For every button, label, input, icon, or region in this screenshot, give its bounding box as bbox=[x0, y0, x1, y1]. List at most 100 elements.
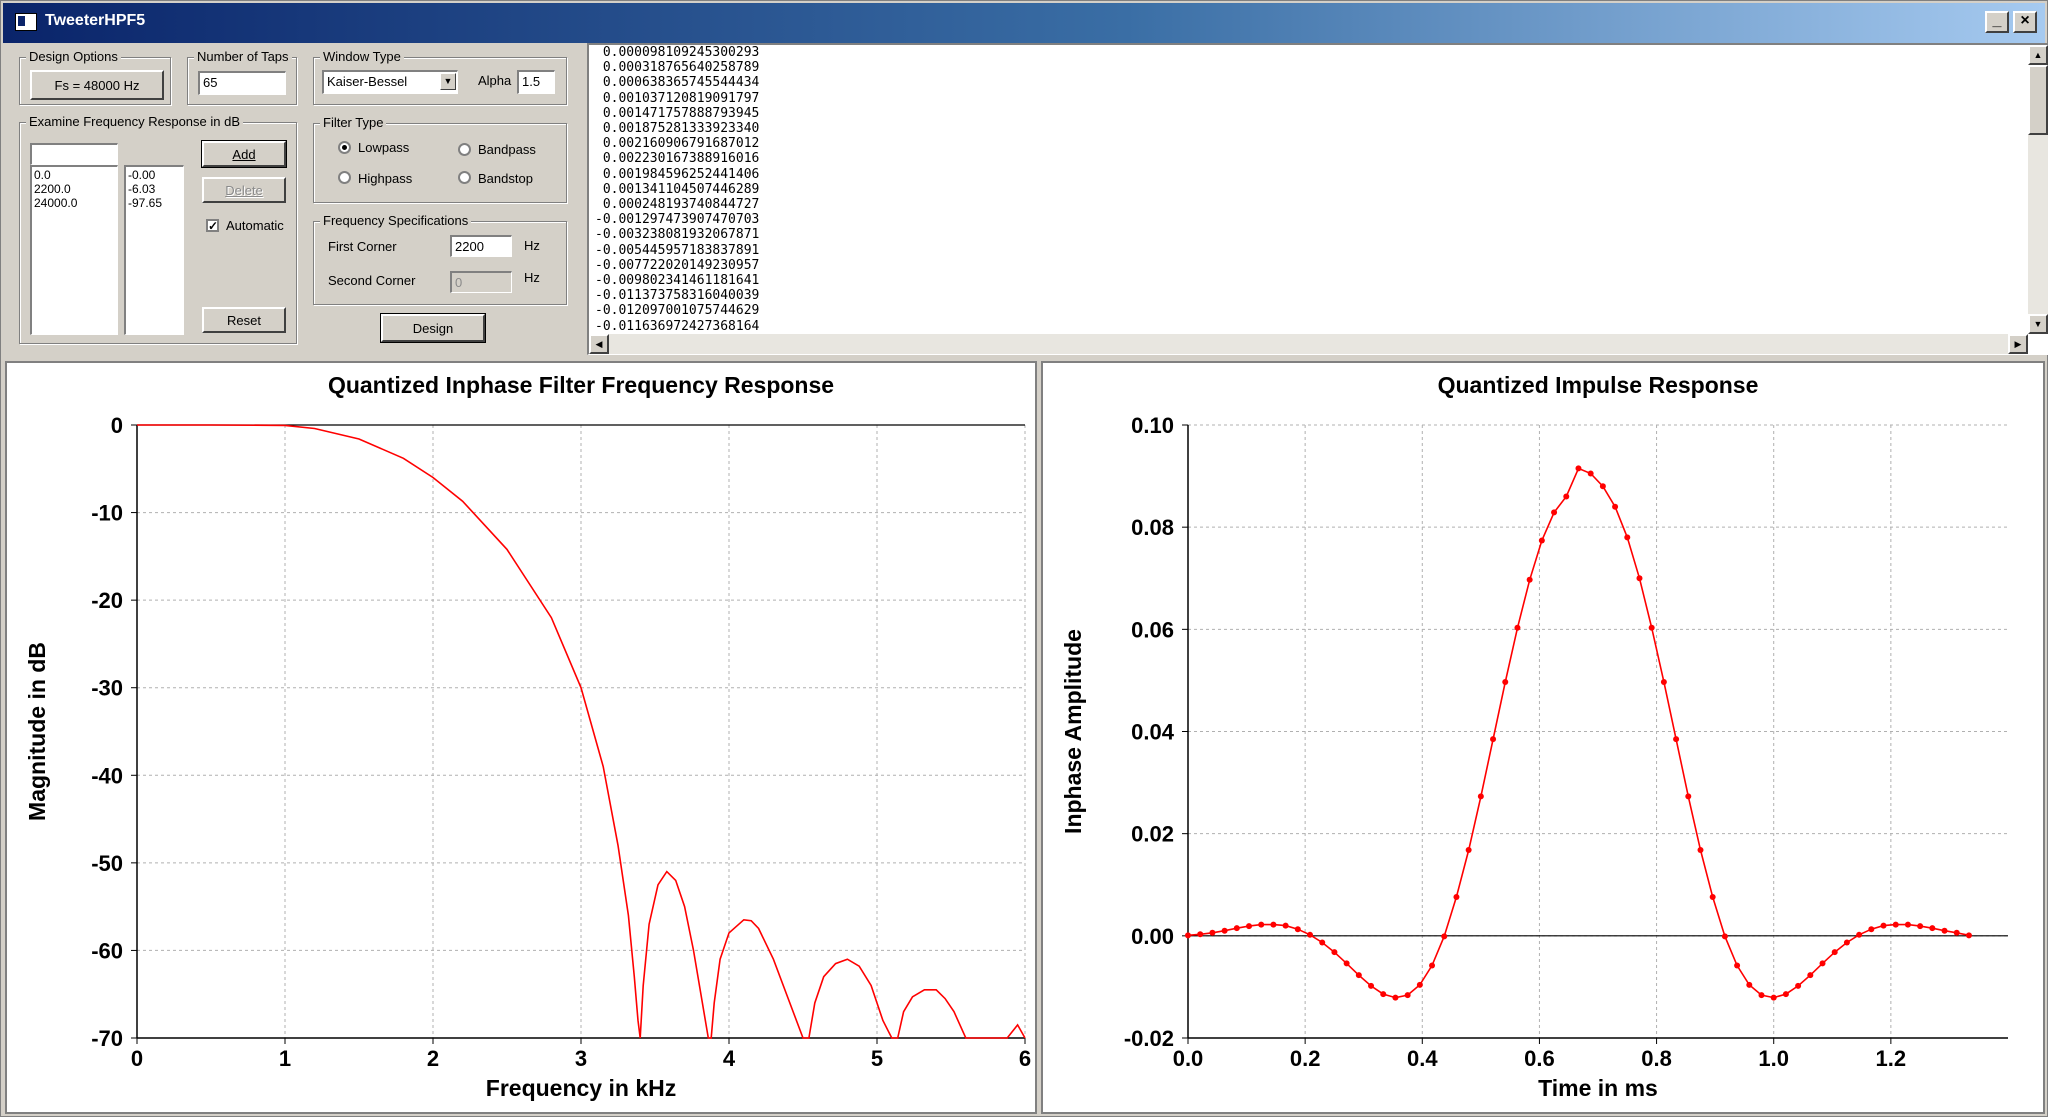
filter-type-label: Filter Type bbox=[320, 115, 387, 130]
lowpass-radio[interactable] bbox=[338, 141, 351, 154]
alpha-input[interactable]: 1.5 bbox=[517, 70, 555, 94]
data-point bbox=[1246, 923, 1253, 930]
vertical-scrollbar[interactable]: ▲ ▼ bbox=[2028, 45, 2048, 334]
list-item[interactable]: -0.00 bbox=[128, 168, 156, 182]
second-corner-input[interactable]: 0 bbox=[450, 271, 512, 293]
coefficient-list[interactable]: 0.000098109245300293 0.00031876564025878… bbox=[587, 43, 2048, 355]
first-corner-input[interactable]: 2200 bbox=[450, 235, 512, 257]
scroll-up-icon[interactable]: ▲ bbox=[2028, 45, 2048, 65]
data-point bbox=[1404, 992, 1411, 999]
data-point bbox=[1453, 894, 1460, 901]
filter-type-group: Filter Type Lowpass Bandpass Highpass Ba… bbox=[313, 115, 567, 203]
data-point bbox=[1917, 923, 1924, 930]
frequency-list[interactable]: 0.0 2200.0 24000.0 bbox=[30, 165, 118, 335]
fs-button[interactable]: Fs = 48000 Hz bbox=[30, 70, 164, 100]
data-point bbox=[1282, 922, 1289, 929]
data-point bbox=[1770, 994, 1777, 1001]
scroll-thumb[interactable] bbox=[2028, 65, 2048, 135]
x-tick-label: 0.8 bbox=[1641, 1046, 1672, 1071]
reset-button[interactable]: Reset bbox=[202, 307, 286, 333]
coefficient-row: 0.001037120819091797 bbox=[595, 90, 760, 106]
data-point bbox=[1782, 991, 1789, 998]
bandpass-radio[interactable] bbox=[458, 143, 471, 156]
design-button[interactable]: Design bbox=[380, 313, 486, 343]
coefficient-row: -0.005445957183837891 bbox=[595, 242, 760, 258]
y-tick-label: -60 bbox=[91, 938, 123, 963]
data-point bbox=[1233, 925, 1240, 932]
data-point bbox=[1416, 981, 1423, 988]
coefficient-row: -0.001297473907470703 bbox=[595, 212, 760, 228]
x-tick-label: 1.0 bbox=[1758, 1046, 1789, 1071]
coefficient-row: -0.003238081932067871 bbox=[595, 227, 760, 243]
data-point bbox=[1819, 960, 1826, 967]
scroll-left-icon[interactable]: ◀ bbox=[589, 334, 609, 354]
data-point bbox=[1538, 537, 1545, 544]
y-axis-label: Inphase Amplitude bbox=[1060, 629, 1086, 834]
window-title: TweeterHPF5 bbox=[45, 12, 146, 29]
x-tick-label: 6 bbox=[1019, 1046, 1031, 1071]
add-button[interactable]: Add bbox=[201, 140, 287, 168]
second-corner-label: Second Corner bbox=[328, 273, 416, 288]
list-item[interactable]: -97.65 bbox=[128, 196, 163, 210]
x-tick-label: 0.0 bbox=[1173, 1046, 1204, 1071]
list-item[interactable]: -6.03 bbox=[128, 182, 156, 196]
highpass-label: Highpass bbox=[358, 171, 413, 186]
title-bar[interactable]: TweeterHPF5 _ × bbox=[3, 3, 2045, 43]
examine-label: Examine Frequency Response in dB bbox=[26, 114, 244, 129]
y-axis-label: Magnitude in dB bbox=[24, 642, 50, 821]
magnitude-list[interactable]: -0.00 -6.03 -97.65 bbox=[124, 165, 184, 335]
bandstop-radio[interactable] bbox=[458, 171, 471, 184]
data-point bbox=[1490, 736, 1497, 743]
design-options-group: Design Options Fs = 48000 Hz bbox=[19, 49, 171, 105]
data-point bbox=[1551, 509, 1558, 516]
data-point bbox=[1563, 493, 1570, 500]
data-point bbox=[1599, 483, 1606, 490]
app-icon[interactable] bbox=[15, 13, 37, 31]
data-point bbox=[1221, 927, 1228, 934]
taps-input[interactable]: 65 bbox=[198, 71, 286, 95]
data-point bbox=[1795, 982, 1802, 989]
data-point bbox=[1721, 933, 1728, 940]
x-tick-label: 0 bbox=[131, 1046, 143, 1071]
automatic-checkbox[interactable]: ✓ bbox=[206, 219, 219, 233]
chevron-down-icon[interactable]: ▼ bbox=[440, 73, 456, 90]
data-point bbox=[1331, 949, 1338, 956]
list-item[interactable]: 2200.0 bbox=[34, 182, 71, 196]
data-point bbox=[1612, 503, 1619, 510]
y-tick-label: -10 bbox=[91, 501, 123, 526]
list-item[interactable]: 24000.0 bbox=[34, 196, 78, 210]
first-corner-unit: Hz bbox=[524, 238, 540, 253]
data-point bbox=[1965, 932, 1972, 939]
data-point bbox=[1685, 793, 1692, 800]
close-button[interactable]: × bbox=[2013, 11, 2037, 33]
x-tick-label: 0.4 bbox=[1407, 1046, 1438, 1071]
data-point bbox=[1831, 949, 1838, 956]
x-tick-label: 0.6 bbox=[1524, 1046, 1555, 1071]
frequency-response-chart: Quantized Inphase Filter Frequency Respo… bbox=[24, 372, 1031, 1101]
scroll-right-icon[interactable]: ▶ bbox=[2008, 334, 2028, 354]
highpass-radio[interactable] bbox=[338, 171, 351, 184]
minimize-button[interactable]: _ bbox=[1985, 11, 2009, 33]
impulse-response-panel: Quantized Impulse Response 0.0 0.2 0.4 0.6 0.… bbox=[1041, 361, 2045, 1114]
examine-frequency-input[interactable] bbox=[30, 143, 118, 165]
list-item[interactable]: 0.0 bbox=[34, 168, 51, 182]
automatic-label: Automatic bbox=[226, 218, 284, 233]
x-tick-label: 1.2 bbox=[1876, 1046, 1907, 1071]
data-point bbox=[1526, 576, 1533, 583]
coefficient-row: 0.002230167388916016 bbox=[595, 151, 760, 167]
data-point bbox=[1185, 932, 1191, 939]
coefficient-row: -0.011373758316040039 bbox=[595, 288, 760, 304]
x-tick-label: 4 bbox=[723, 1046, 736, 1071]
scroll-down-icon[interactable]: ▼ bbox=[2028, 314, 2048, 334]
data-point bbox=[1502, 678, 1509, 685]
coefficient-text: 0.000098109245300293 0.00031876564025878… bbox=[595, 45, 759, 334]
data-point bbox=[1904, 921, 1911, 928]
data-point bbox=[1441, 933, 1448, 940]
data-point bbox=[1892, 921, 1899, 928]
coefficient-row: 0.001984596252441406 bbox=[595, 166, 760, 182]
window-type-select[interactable]: Kaiser-Bessel ▼ bbox=[322, 70, 458, 94]
delete-button[interactable]: Delete bbox=[202, 177, 286, 203]
data-point bbox=[1294, 926, 1301, 933]
horizontal-scrollbar[interactable]: ◀ ▶ bbox=[589, 334, 2028, 354]
